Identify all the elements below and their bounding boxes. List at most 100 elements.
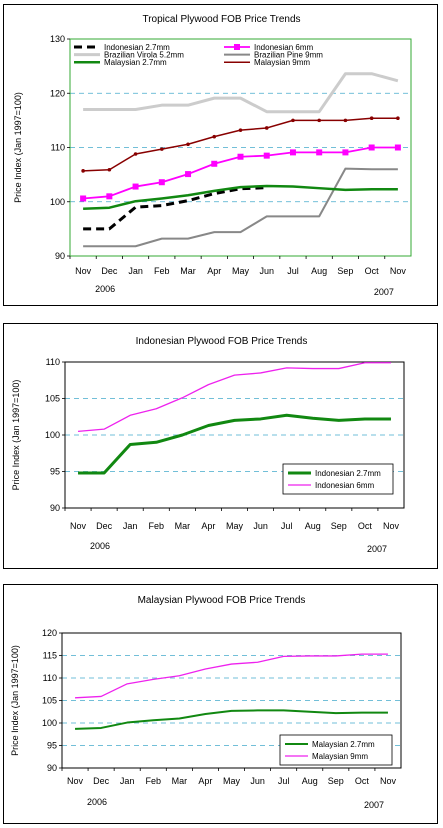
series-line bbox=[83, 72, 399, 114]
x-tick-label: Mar bbox=[180, 266, 196, 276]
data-point bbox=[394, 144, 401, 151]
x-tick-label: Aug bbox=[305, 521, 321, 531]
legend-label: Indonesian 6mm bbox=[254, 43, 313, 52]
data-point bbox=[107, 167, 112, 172]
data-point bbox=[237, 153, 244, 160]
x-tick-label: Dec bbox=[96, 521, 113, 531]
y-tick-label: 95 bbox=[50, 467, 60, 477]
data-point bbox=[158, 179, 165, 186]
legend-box bbox=[282, 463, 394, 495]
y-tick-label: 110 bbox=[51, 143, 65, 153]
y-tick-label: 105 bbox=[45, 394, 60, 404]
data-point bbox=[238, 128, 243, 132]
series-line bbox=[77, 362, 391, 432]
x-tick-label: Dec bbox=[93, 776, 110, 786]
year-label-end: 2007 bbox=[374, 287, 394, 297]
data-point bbox=[211, 160, 218, 167]
data-point bbox=[289, 149, 296, 156]
tropical-chart-panel: Tropical Plywood FOB Price Trends 90 100 11… bbox=[3, 4, 438, 306]
x-tick-label: Feb bbox=[154, 266, 170, 276]
x-tick-label: Nov bbox=[67, 776, 84, 786]
x-tick-label: Jul bbox=[278, 776, 290, 786]
y-tick-label: 120 bbox=[50, 88, 65, 98]
x-tick-label: Oct bbox=[365, 266, 380, 276]
x-tick-label: Apr bbox=[207, 266, 221, 276]
data-point bbox=[317, 118, 321, 123]
malaysian-chart-panel: Malaysian Plywood FOB Price Trends 90 95 10… bbox=[3, 584, 438, 824]
x-tick-label: Nov bbox=[390, 266, 407, 276]
data-point bbox=[106, 193, 113, 200]
x-tick-label: Jan bbox=[123, 521, 138, 531]
x-tick-label: Jan bbox=[128, 266, 143, 276]
y-axis-label: Price Index (Jan 1997=100) bbox=[10, 645, 20, 756]
x-tick-label: Dec bbox=[101, 266, 118, 276]
y-tick-label: 90 bbox=[47, 763, 57, 773]
year-label-start: 2006 bbox=[95, 284, 115, 294]
data-point bbox=[160, 147, 164, 151]
chart-title: Tropical Plywood FOB Price Trends bbox=[142, 14, 300, 25]
chart-title: Indonesian Plywood FOB Price Trends bbox=[136, 336, 308, 347]
x-tick-label: Sep bbox=[328, 776, 344, 786]
legend-label: Indonesian 2.7mm bbox=[104, 43, 170, 52]
x-tick-label: Nov bbox=[70, 521, 87, 531]
data-point bbox=[133, 152, 138, 156]
year-label-start: 2006 bbox=[90, 541, 110, 551]
series-line bbox=[83, 167, 398, 248]
data-point bbox=[369, 116, 374, 121]
x-tick-label: Jan bbox=[120, 776, 135, 786]
data-point bbox=[80, 195, 87, 202]
year-label-end: 2007 bbox=[367, 544, 387, 554]
indonesian-chart-panel: Indonesian Plywood FOB Price Trends 90 95 1… bbox=[3, 323, 438, 569]
x-tick-label: Oct bbox=[355, 776, 370, 786]
y-tick-label: 110 bbox=[46, 357, 60, 367]
data-point bbox=[185, 171, 192, 178]
series-line bbox=[75, 709, 388, 730]
y-tick-label: 100 bbox=[50, 197, 65, 207]
x-tick-label: Oct bbox=[358, 521, 373, 531]
x-tick-label: Feb bbox=[146, 776, 162, 786]
series-line bbox=[83, 186, 267, 231]
y-tick-label: 130 bbox=[50, 34, 65, 44]
y-tick-label: 90 bbox=[55, 251, 65, 261]
x-tick-label: Jun bbox=[259, 266, 274, 276]
data-point bbox=[186, 142, 190, 147]
legend-label: Malaysian 2.7mm bbox=[312, 740, 375, 749]
chart-svg: Tropical Plywood FOB Price Trends 90 100 11… bbox=[13, 14, 412, 297]
y-tick-label: 90 bbox=[50, 503, 60, 513]
year-label-end: 2007 bbox=[364, 800, 384, 810]
y-tick-label: 120 bbox=[42, 628, 57, 638]
y-tick-label: 100 bbox=[42, 718, 57, 728]
chart-svg: Indonesian Plywood FOB Price Trends 90 95 1… bbox=[11, 336, 405, 554]
y-axis-label: Price Index (Jan 1997=100) bbox=[11, 380, 21, 491]
chart-title: Malaysian Plywood FOB Price Trends bbox=[138, 595, 306, 606]
y-tick-label: 95 bbox=[47, 741, 57, 751]
y-axis-label: Price Index (Jan 1997=100) bbox=[13, 92, 23, 203]
x-tick-label: May bbox=[223, 776, 241, 786]
x-tick-label: Nov bbox=[380, 776, 397, 786]
x-tick-label: Sep bbox=[331, 521, 347, 531]
series-line bbox=[83, 184, 398, 211]
legend-label: Malaysian 2.7mm bbox=[104, 58, 167, 67]
series-line bbox=[75, 653, 388, 699]
x-tick-label: Jun bbox=[250, 776, 265, 786]
legend-label: Malaysian 9mm bbox=[312, 752, 368, 761]
data-point bbox=[212, 134, 217, 139]
y-tick-label: 105 bbox=[42, 696, 57, 706]
x-tick-label: Aug bbox=[302, 776, 318, 786]
legend-label: Brazilian Virola 5.2mm bbox=[104, 51, 184, 60]
x-tick-label: Jul bbox=[287, 266, 299, 276]
series-line bbox=[78, 413, 391, 475]
chart-svg: Malaysian Plywood FOB Price Trends 90 95 10… bbox=[10, 595, 402, 810]
data-point bbox=[368, 144, 375, 151]
data-point bbox=[264, 126, 269, 130]
x-tick-label: Jun bbox=[253, 521, 268, 531]
data-point bbox=[342, 149, 349, 156]
data-point bbox=[263, 152, 270, 159]
data-point bbox=[396, 116, 400, 121]
y-tick-label: 110 bbox=[43, 673, 57, 683]
data-point bbox=[316, 149, 323, 156]
x-tick-label: Jul bbox=[281, 521, 293, 531]
legend-box bbox=[279, 734, 393, 766]
year-label-start: 2006 bbox=[87, 797, 107, 807]
x-tick-label: Mar bbox=[172, 776, 188, 786]
